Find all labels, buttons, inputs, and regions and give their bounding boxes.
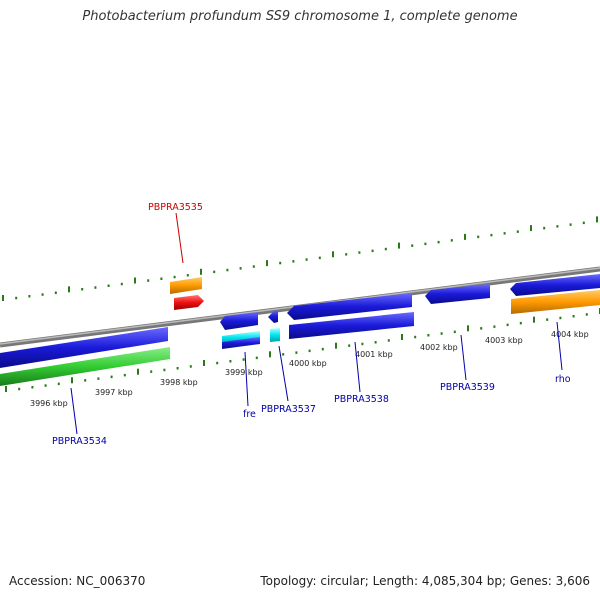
- leader-line: [354, 341, 361, 393]
- gene-feature-pbpra3534-green[interactable]: [0, 347, 170, 386]
- scale-label: 4004 kbp: [551, 330, 589, 339]
- scale-label: 4001 kbp: [355, 350, 393, 359]
- scale-label: 4000 kbp: [289, 359, 327, 368]
- scale-label: 4003 kbp: [485, 336, 523, 345]
- leader-line: [70, 387, 78, 435]
- leader-line: [460, 334, 467, 381]
- gene-labels: PBPRA3535 PBPRA3534 fre PBPRA3537 PBPRA3…: [52, 202, 571, 447]
- gene-feature-pbpra3535-orange[interactable]: [170, 277, 202, 294]
- gene-label-pbpra3534[interactable]: PBPRA3534: [52, 436, 107, 447]
- accession-text: Accession: NC_006370: [9, 574, 146, 588]
- gene-feature-pbpra3537-cyan[interactable]: [270, 328, 280, 342]
- gene-feature-pbpra3538-blue-arrow[interactable]: [287, 293, 412, 320]
- scale-label: 3999 kbp: [225, 368, 263, 377]
- genome-summary-text: Topology: circular; Length: 4,085,304 bp…: [260, 574, 590, 588]
- gene-feature-rho-blue-arrow[interactable]: [510, 274, 600, 296]
- gene-feature-fre-blue-lower[interactable]: [222, 337, 260, 349]
- scale-label: 3998 kbp: [160, 378, 198, 387]
- gene-feature-pbpra3538-blue-lower[interactable]: [289, 312, 414, 339]
- scale-labels: 3996 kbp 3997 kbp 3998 kbp 3999 kbp 4000…: [30, 330, 589, 408]
- scale-label: 4002 kbp: [420, 343, 458, 352]
- gene-label-rho[interactable]: rho: [555, 374, 571, 385]
- gene-feature-pbpra3537-blue-arrow[interactable]: [268, 310, 278, 323]
- gene-feature-fre-blue-arrow[interactable]: [220, 312, 258, 330]
- gene-label-fre[interactable]: fre: [243, 409, 256, 420]
- gene-label-leaders: [70, 212, 563, 435]
- gene-features: [0, 274, 600, 386]
- outer-tick-marks: [2, 216, 598, 301]
- leader-line: [175, 212, 184, 264]
- map-title: Photobacterium profundum SS9 chromosome …: [82, 9, 518, 24]
- scale-label: 3996 kbp: [30, 399, 68, 408]
- gene-feature-pbpra3539-blue-arrow[interactable]: [425, 284, 490, 304]
- gene-label-pbpra3539[interactable]: PBPRA3539: [440, 382, 495, 393]
- gene-feature-rho-orange[interactable]: [511, 290, 600, 314]
- scale-label: 3997 kbp: [95, 388, 133, 397]
- gene-label-pbpra3538[interactable]: PBPRA3538: [334, 394, 389, 405]
- gene-label-pbpra3537[interactable]: PBPRA3537: [261, 404, 316, 415]
- leader-line: [278, 345, 289, 402]
- leader-line: [244, 351, 249, 407]
- gene-label-pbpra3535[interactable]: PBPRA3535: [148, 202, 203, 213]
- gene-feature-pbpra3534-blue[interactable]: [0, 327, 168, 368]
- inner-tick-marks: [5, 308, 600, 392]
- leader-line: [556, 321, 563, 371]
- gene-feature-pbpra3535-red[interactable]: [174, 295, 204, 310]
